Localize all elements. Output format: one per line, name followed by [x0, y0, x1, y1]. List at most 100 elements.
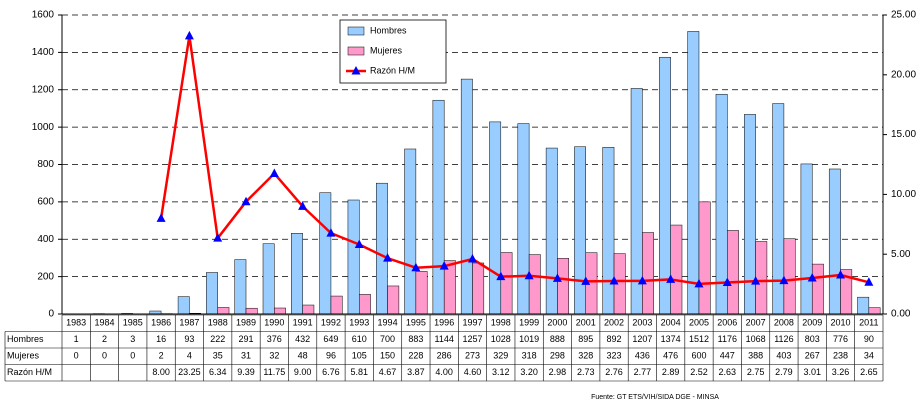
table-cell: 776 — [833, 334, 848, 344]
x-tick-label: 1995 — [406, 318, 426, 328]
y-tick-label: 800 — [37, 159, 54, 170]
y-tick-label: 1400 — [32, 47, 55, 58]
table-cell: 432 — [295, 334, 310, 344]
line-marker — [411, 262, 421, 272]
table-cell: 328 — [578, 351, 593, 361]
bar — [472, 262, 485, 315]
x-tick-label: 1997 — [462, 318, 482, 328]
x-tick-label: 2009 — [802, 318, 822, 328]
table-cell: 2.79 — [775, 367, 793, 377]
bar — [274, 307, 286, 315]
line-marker — [807, 273, 817, 282]
y-tick-label: 200 — [37, 271, 54, 282]
table-cell: 803 — [805, 334, 820, 344]
bar — [489, 121, 502, 315]
bar — [234, 259, 247, 315]
line-marker — [609, 275, 619, 285]
x-tick-label: 1998 — [491, 318, 511, 328]
line-marker — [751, 276, 761, 285]
table-cell: 447 — [720, 351, 735, 361]
table-cell: 376 — [267, 334, 282, 344]
line-series — [159, 34, 870, 286]
bar — [387, 285, 400, 315]
table-cell: 323 — [607, 351, 622, 361]
table-cell: 476 — [663, 351, 678, 361]
bar — [262, 243, 275, 315]
x-tick-label: 2010 — [831, 318, 851, 328]
table-cell: 222 — [210, 334, 225, 344]
table-cell: 273 — [465, 351, 480, 361]
bar — [783, 238, 796, 315]
table-cell: 600 — [691, 351, 706, 361]
legend-label: Mujeres — [370, 45, 403, 55]
line-marker — [269, 168, 279, 177]
table-cell: 105 — [352, 351, 367, 361]
source-note: Fuente: GT ETS/VIH/SIDA DGE - MINSA — [591, 394, 719, 401]
legend-label: Razón H/M — [370, 65, 415, 75]
table-cell: 267 — [805, 351, 820, 361]
line-marker — [241, 196, 251, 206]
table-cell: 1374 — [661, 334, 681, 344]
bar — [602, 147, 615, 315]
y-tick-label: 1000 — [32, 122, 55, 133]
table-cell: 34 — [864, 351, 874, 361]
bar — [245, 307, 258, 315]
bar — [375, 182, 388, 315]
table-cell: 2.52 — [690, 367, 708, 377]
bar — [330, 295, 343, 315]
table-cell: 3.87 — [407, 367, 425, 377]
table-cell: 436 — [635, 351, 650, 361]
table-cell: 2.75 — [747, 367, 765, 377]
bar — [347, 199, 360, 315]
table-cell: 1512 — [689, 334, 709, 344]
y-tick-label: 0 — [48, 309, 54, 320]
table-cell: 3.20 — [520, 367, 538, 377]
table-cell: 329 — [493, 351, 508, 361]
table-cell: 2.76 — [605, 367, 623, 377]
table-cell: 700 — [380, 334, 395, 344]
table-cell: 228 — [408, 351, 423, 361]
table-cell: 150 — [380, 351, 395, 361]
table-cell: 3 — [130, 334, 135, 344]
x-tick-label: 1992 — [321, 318, 341, 328]
line-marker — [524, 270, 534, 280]
line-marker — [496, 271, 506, 281]
bar — [302, 304, 315, 315]
table-cell: 0 — [130, 351, 135, 361]
y-tick-label: 400 — [37, 234, 54, 245]
table-cell: 0 — [74, 351, 79, 361]
x-tick-label: 2002 — [604, 318, 624, 328]
line-marker — [298, 201, 308, 210]
table-cell: 298 — [550, 351, 565, 361]
row-header: Mujeres — [7, 351, 40, 361]
table-cell: 649 — [323, 334, 338, 344]
x-tick-label: 1991 — [293, 318, 313, 328]
table-cell: 9.00 — [294, 367, 312, 377]
y2-tick-label: 5.00 — [891, 249, 911, 260]
x-tick-label: 1989 — [236, 318, 256, 328]
table-cell: 2.63 — [719, 367, 737, 377]
x-tick-label: 2006 — [717, 318, 737, 328]
table-cell: 1068 — [746, 334, 766, 344]
line-marker — [779, 275, 789, 285]
table-cell: 2.73 — [577, 367, 595, 377]
line-marker — [694, 278, 704, 288]
line-marker — [722, 277, 732, 287]
bar — [727, 230, 739, 315]
bar — [811, 263, 824, 315]
table-cell: 238 — [833, 351, 848, 361]
table-cell: 90 — [864, 334, 874, 344]
line-marker — [637, 275, 647, 285]
table-cell: 96 — [326, 351, 336, 361]
table-cell: 1176 — [718, 334, 737, 344]
line-marker — [156, 213, 166, 222]
table-cell: 6.76 — [322, 367, 340, 377]
table-cell: 888 — [550, 334, 565, 344]
y-tick-label: 1200 — [32, 84, 55, 95]
y2-tick-label: 0.00 — [891, 309, 911, 320]
table-cell: 3.01 — [803, 367, 821, 377]
line-marker — [383, 253, 393, 262]
row-header: Razón H/M — [7, 367, 52, 377]
table-cell: 35 — [213, 351, 223, 361]
